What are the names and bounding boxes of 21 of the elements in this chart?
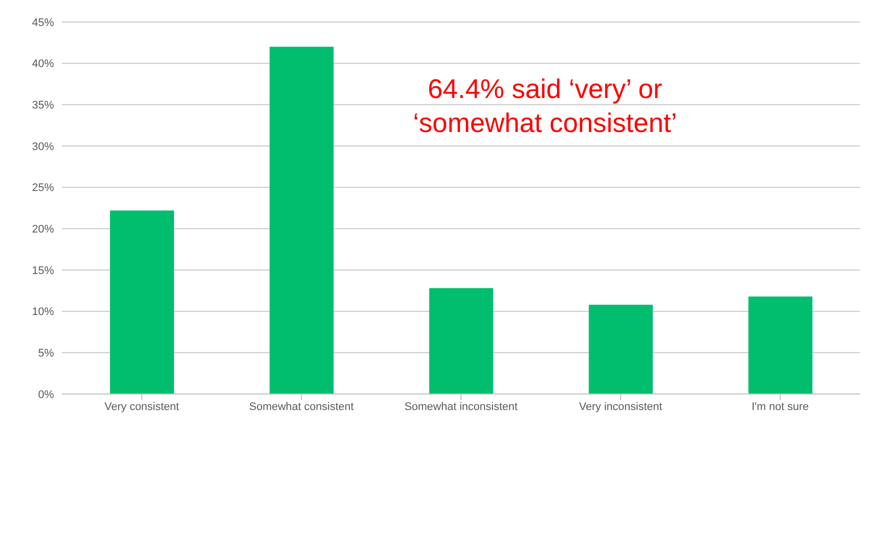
annotation: 64.4% said ‘very’ or ‘somewhat consistent’ xyxy=(412,73,678,140)
x-tick-label: I'm not sure xyxy=(752,400,809,413)
bar xyxy=(270,46,334,394)
x-tick-label: Very inconsistent xyxy=(579,400,662,413)
y-tick-label: 40% xyxy=(32,58,54,70)
x-tick-label: Somewhat consistent xyxy=(249,400,354,413)
y-tick-label: 35% xyxy=(32,100,54,112)
y-tick-label: 45% xyxy=(32,16,54,29)
y-tick-label: 10% xyxy=(32,306,54,318)
x-tick-label: Somewhat inconsistent xyxy=(404,400,518,413)
x-tick-label: Very consistent xyxy=(104,400,180,413)
bar xyxy=(429,288,494,394)
bar xyxy=(748,296,812,394)
y-tick-label: 20% xyxy=(32,224,54,236)
bar xyxy=(110,210,174,394)
y-tick-label: 25% xyxy=(32,182,54,194)
y-tick-label: 0% xyxy=(38,388,54,401)
y-tick-label: 30% xyxy=(32,140,54,153)
y-tick-label: 15% xyxy=(32,264,54,277)
bar xyxy=(588,304,653,394)
y-tick-label: 5% xyxy=(38,348,54,360)
